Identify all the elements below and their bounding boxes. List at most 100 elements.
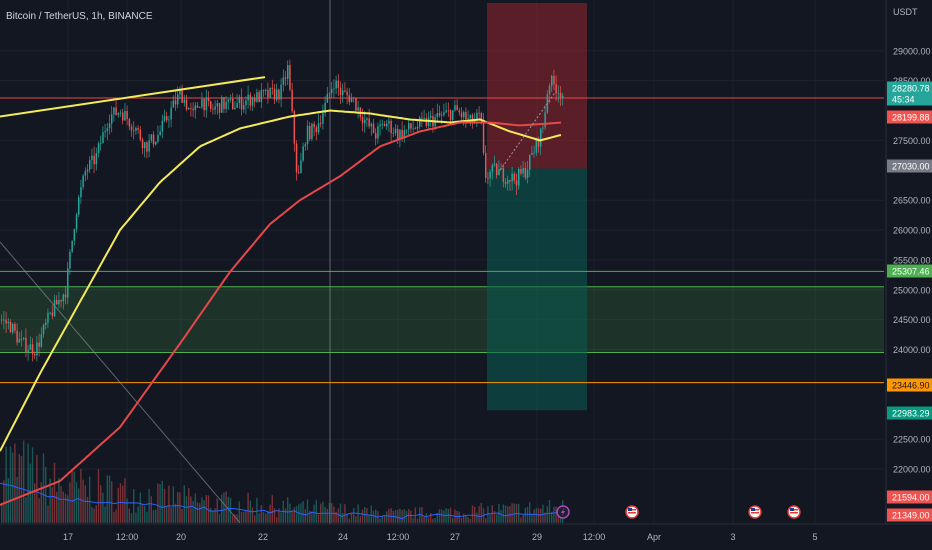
candle-body bbox=[436, 113, 439, 118]
candle-body bbox=[137, 127, 139, 130]
volume-bar bbox=[172, 486, 174, 523]
candle-body bbox=[544, 112, 546, 128]
candle-body bbox=[223, 97, 225, 109]
candle-body bbox=[372, 123, 375, 134]
volume-bar bbox=[438, 509, 441, 523]
volume-bar bbox=[247, 492, 249, 523]
volume-bar bbox=[458, 511, 460, 523]
volume-bar bbox=[366, 508, 368, 523]
volume-bar bbox=[67, 495, 69, 523]
volume-bar bbox=[133, 489, 135, 523]
volume-bar bbox=[447, 508, 449, 523]
volume-bar bbox=[62, 491, 64, 523]
volume-bar bbox=[405, 510, 408, 523]
candle-body bbox=[331, 88, 333, 93]
candle-body bbox=[542, 127, 544, 129]
volume-bar bbox=[284, 508, 287, 523]
candle-body bbox=[238, 96, 241, 104]
volume-bar bbox=[399, 508, 401, 523]
candle-body bbox=[47, 312, 49, 323]
candle-body bbox=[207, 98, 210, 102]
volume-bar bbox=[531, 514, 533, 523]
volume-bar bbox=[69, 482, 71, 523]
volume-bar bbox=[280, 512, 282, 523]
volume-bar bbox=[126, 498, 128, 523]
candle-body bbox=[493, 164, 496, 166]
volume-bar bbox=[9, 446, 12, 523]
candle-body bbox=[562, 95, 564, 99]
candle-body bbox=[172, 100, 175, 108]
volume-bar bbox=[287, 497, 289, 523]
price-label-level bbox=[887, 264, 932, 278]
candle-body bbox=[317, 123, 320, 133]
volume-bar bbox=[155, 509, 157, 523]
volume-bar bbox=[452, 518, 454, 523]
candle-body bbox=[245, 100, 247, 106]
candle-body bbox=[179, 89, 181, 95]
candle-body bbox=[487, 177, 489, 179]
volume-bar bbox=[267, 510, 269, 523]
candle-body bbox=[504, 181, 507, 184]
candle-body bbox=[293, 111, 296, 144]
candle-body bbox=[366, 118, 368, 120]
candle-body bbox=[249, 94, 252, 106]
volume-bar bbox=[159, 484, 161, 523]
volume-bar bbox=[496, 514, 498, 523]
candle-body bbox=[364, 119, 366, 124]
candle-body bbox=[309, 125, 311, 140]
volume-bar bbox=[302, 501, 304, 523]
candle-body bbox=[531, 152, 533, 155]
candle-body bbox=[67, 268, 69, 298]
volume-bar bbox=[315, 500, 317, 523]
candle-body bbox=[51, 312, 54, 316]
volume-bar bbox=[150, 496, 152, 523]
candle-body bbox=[348, 95, 351, 103]
volume-bar bbox=[513, 503, 515, 523]
candle-body bbox=[388, 120, 390, 124]
volume-bar bbox=[350, 512, 353, 523]
volume-bar bbox=[108, 475, 111, 523]
candle-body bbox=[135, 127, 137, 131]
time-tick-label: 12:00 bbox=[387, 532, 410, 542]
candle-body bbox=[190, 108, 192, 109]
flag-stripe bbox=[790, 512, 798, 514]
volume-bar bbox=[117, 487, 119, 523]
volume-bar bbox=[291, 510, 293, 523]
candle-body bbox=[489, 171, 491, 179]
candle-body bbox=[401, 129, 403, 139]
candle-body bbox=[36, 342, 38, 356]
candle-body bbox=[500, 167, 502, 170]
candle-body bbox=[251, 97, 254, 106]
candle-body bbox=[45, 322, 47, 325]
candle-body bbox=[84, 171, 87, 176]
candle-body bbox=[108, 123, 111, 129]
volume-bar bbox=[443, 510, 445, 523]
volume-bar bbox=[152, 510, 155, 523]
volume-bar bbox=[225, 491, 227, 523]
volume-bar bbox=[38, 498, 40, 523]
volume-bar bbox=[53, 462, 56, 523]
volume-bar bbox=[298, 504, 300, 523]
volume-bar bbox=[251, 507, 254, 523]
candle-body bbox=[174, 100, 177, 105]
volume-bar bbox=[361, 509, 364, 523]
price-label-text: 23446.90 bbox=[892, 381, 930, 391]
candle-body bbox=[155, 141, 157, 145]
candle-body bbox=[115, 107, 117, 115]
time-tick-label: 29 bbox=[532, 532, 542, 542]
candle-body bbox=[181, 89, 183, 103]
candle-body bbox=[502, 167, 505, 182]
volume-bar bbox=[551, 511, 553, 523]
volume-bar bbox=[546, 506, 548, 523]
candle-body bbox=[430, 116, 432, 118]
volume-bar bbox=[256, 497, 258, 523]
volume-bar bbox=[122, 485, 124, 523]
price-label-text: 22983.29 bbox=[892, 409, 930, 419]
price-label-text: 28280.78 bbox=[892, 84, 930, 94]
candle-body bbox=[304, 144, 307, 147]
candle-body bbox=[456, 105, 458, 111]
volume-bar bbox=[311, 511, 313, 523]
volume-bar bbox=[432, 518, 434, 523]
volume-bar bbox=[544, 512, 546, 523]
